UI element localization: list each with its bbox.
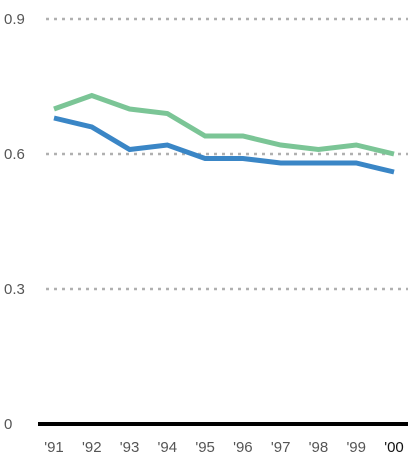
y-tick-label: 0.6 <box>4 146 25 163</box>
series-line-2 <box>53 115 395 175</box>
x-tick-label: '92 <box>82 439 102 456</box>
x-tick-label: '98 <box>309 439 329 456</box>
x-tick-label: '96 <box>233 439 253 456</box>
x-tick-label: '94 <box>158 439 178 456</box>
y-tick-label: 0.9 <box>4 11 25 28</box>
series-line-1 <box>53 92 395 157</box>
x-tick-label: '99 <box>346 439 366 456</box>
x-tick-label: '93 <box>120 439 140 456</box>
x-tick-label: '91 <box>44 439 64 456</box>
y-tick-label: 0.3 <box>4 281 25 298</box>
x-tick-label: '00 <box>384 439 404 456</box>
x-tick-label: '95 <box>195 439 215 456</box>
x-tick-label: '97 <box>271 439 291 456</box>
y-tick-label: 0 <box>4 416 12 433</box>
